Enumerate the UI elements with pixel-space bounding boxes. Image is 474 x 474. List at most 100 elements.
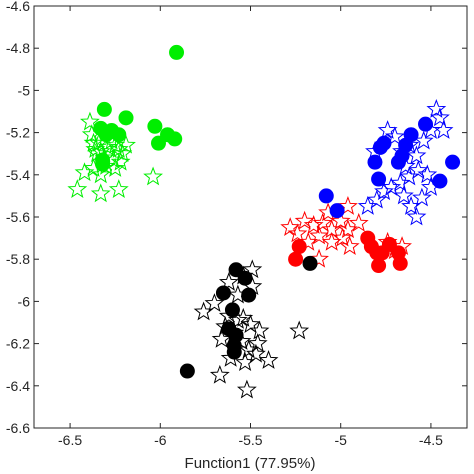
data-point-circle [371,171,387,187]
data-point-circle [445,154,461,170]
data-point-star [209,364,230,384]
data-point-circle [302,255,318,271]
data-point-star [204,293,225,312]
data-point-circle [111,127,127,143]
data-point-star [116,134,136,154]
data-point-star [332,227,353,247]
data-point-circle [372,139,388,155]
y-tick-label: -5.6 [6,209,30,225]
data-point-star [309,248,329,268]
y-tick-label: -5.2 [6,125,30,141]
y-tick-label: -4.6 [6,0,30,14]
data-point-star [67,179,88,198]
data-point-star [227,309,248,329]
y-tick-label: -6.6 [6,420,30,436]
data-point-star [98,136,118,156]
data-point-circle [95,156,111,172]
series-group [179,255,318,379]
data-point-circle [169,44,185,60]
data-point-circle [418,116,434,132]
x-tick-label: -5 [334,432,347,448]
data-point-star [433,120,454,139]
data-point-star [384,126,405,146]
data-point-star [108,139,129,158]
data-point-star [247,333,268,353]
data-point-star [235,352,256,372]
data-point-circle [371,258,387,274]
data-point-star [218,271,239,291]
data-point-star [294,210,315,230]
data-point-star [80,111,100,131]
data-point-star [406,145,427,165]
y-tick-label: -5.8 [6,251,30,267]
y-tick-label: -5.4 [6,167,30,183]
data-point-star [249,320,270,340]
data-point-star [193,301,214,321]
data-point-circle [367,154,383,170]
data-point-star [83,132,104,152]
data-point-circle [224,302,240,318]
axis-ticks: -6.5 -6 -5.5 -5 -4.5 -4.6 -4.8 -5 -5.2 -5.4 -5.6 -5… [6,0,467,448]
data-point-star [411,187,432,207]
data-point-circle [226,344,242,360]
data-point-circle [167,131,183,147]
data-point-circle [329,203,345,219]
x-tick-label: -5.5 [238,432,262,448]
data-point-star [74,162,95,182]
data-point-star [309,225,329,245]
data-point-star [258,350,279,369]
data-point-star [390,172,411,192]
data-point-star [245,343,266,363]
data-point-circle [179,363,195,379]
data-point-star [406,206,427,226]
data-point-star [357,196,378,215]
data-point-star [417,164,438,184]
data-point-circle [392,255,408,271]
data-point-star [374,181,394,201]
x-tick-label: -4.5 [419,432,443,448]
y-tick-label: -6.4 [6,378,30,394]
series-group [93,44,185,172]
data-point-circle [288,251,304,267]
data-point-circle [403,127,419,143]
data-point-star [236,379,257,399]
data-point-circle [215,285,231,301]
data-point-star [339,236,360,255]
data-point-star [321,231,342,251]
data-point-star [289,320,310,340]
y-tick-label: -5 [18,82,31,98]
data-points [67,44,461,399]
data-point-circle [241,287,257,303]
data-point-star [393,185,414,205]
data-point-circle [96,101,112,117]
data-point-star [348,212,369,232]
plot-area [34,6,467,428]
data-point-circle [150,135,166,151]
data-point-circle [318,188,334,204]
y-tick-label: -4.8 [6,40,30,56]
data-point-star [143,166,163,186]
data-point-star [211,328,232,348]
data-point-star [303,215,324,234]
data-point-star [108,179,129,198]
data-point-star [426,98,447,118]
data-point-star [338,196,358,215]
series-group [318,116,461,219]
data-point-star [90,183,111,203]
data-point-star [287,223,308,243]
data-point-circle [432,173,448,189]
data-point-circle [291,239,307,255]
x-axis-title: Function1 (77.95%) [185,455,316,472]
y-tick-label: -6 [18,293,31,309]
data-point-star [430,107,450,127]
x-tick-label: -6.5 [58,432,82,448]
y-tick-label: -6.2 [6,336,30,352]
data-point-circle [147,118,163,134]
data-point-star [330,210,351,230]
data-point-circle [118,110,134,126]
series-group [288,230,408,274]
data-point-star [90,164,111,184]
x-tick-label: -6 [154,432,167,448]
data-point-circle [237,270,253,286]
